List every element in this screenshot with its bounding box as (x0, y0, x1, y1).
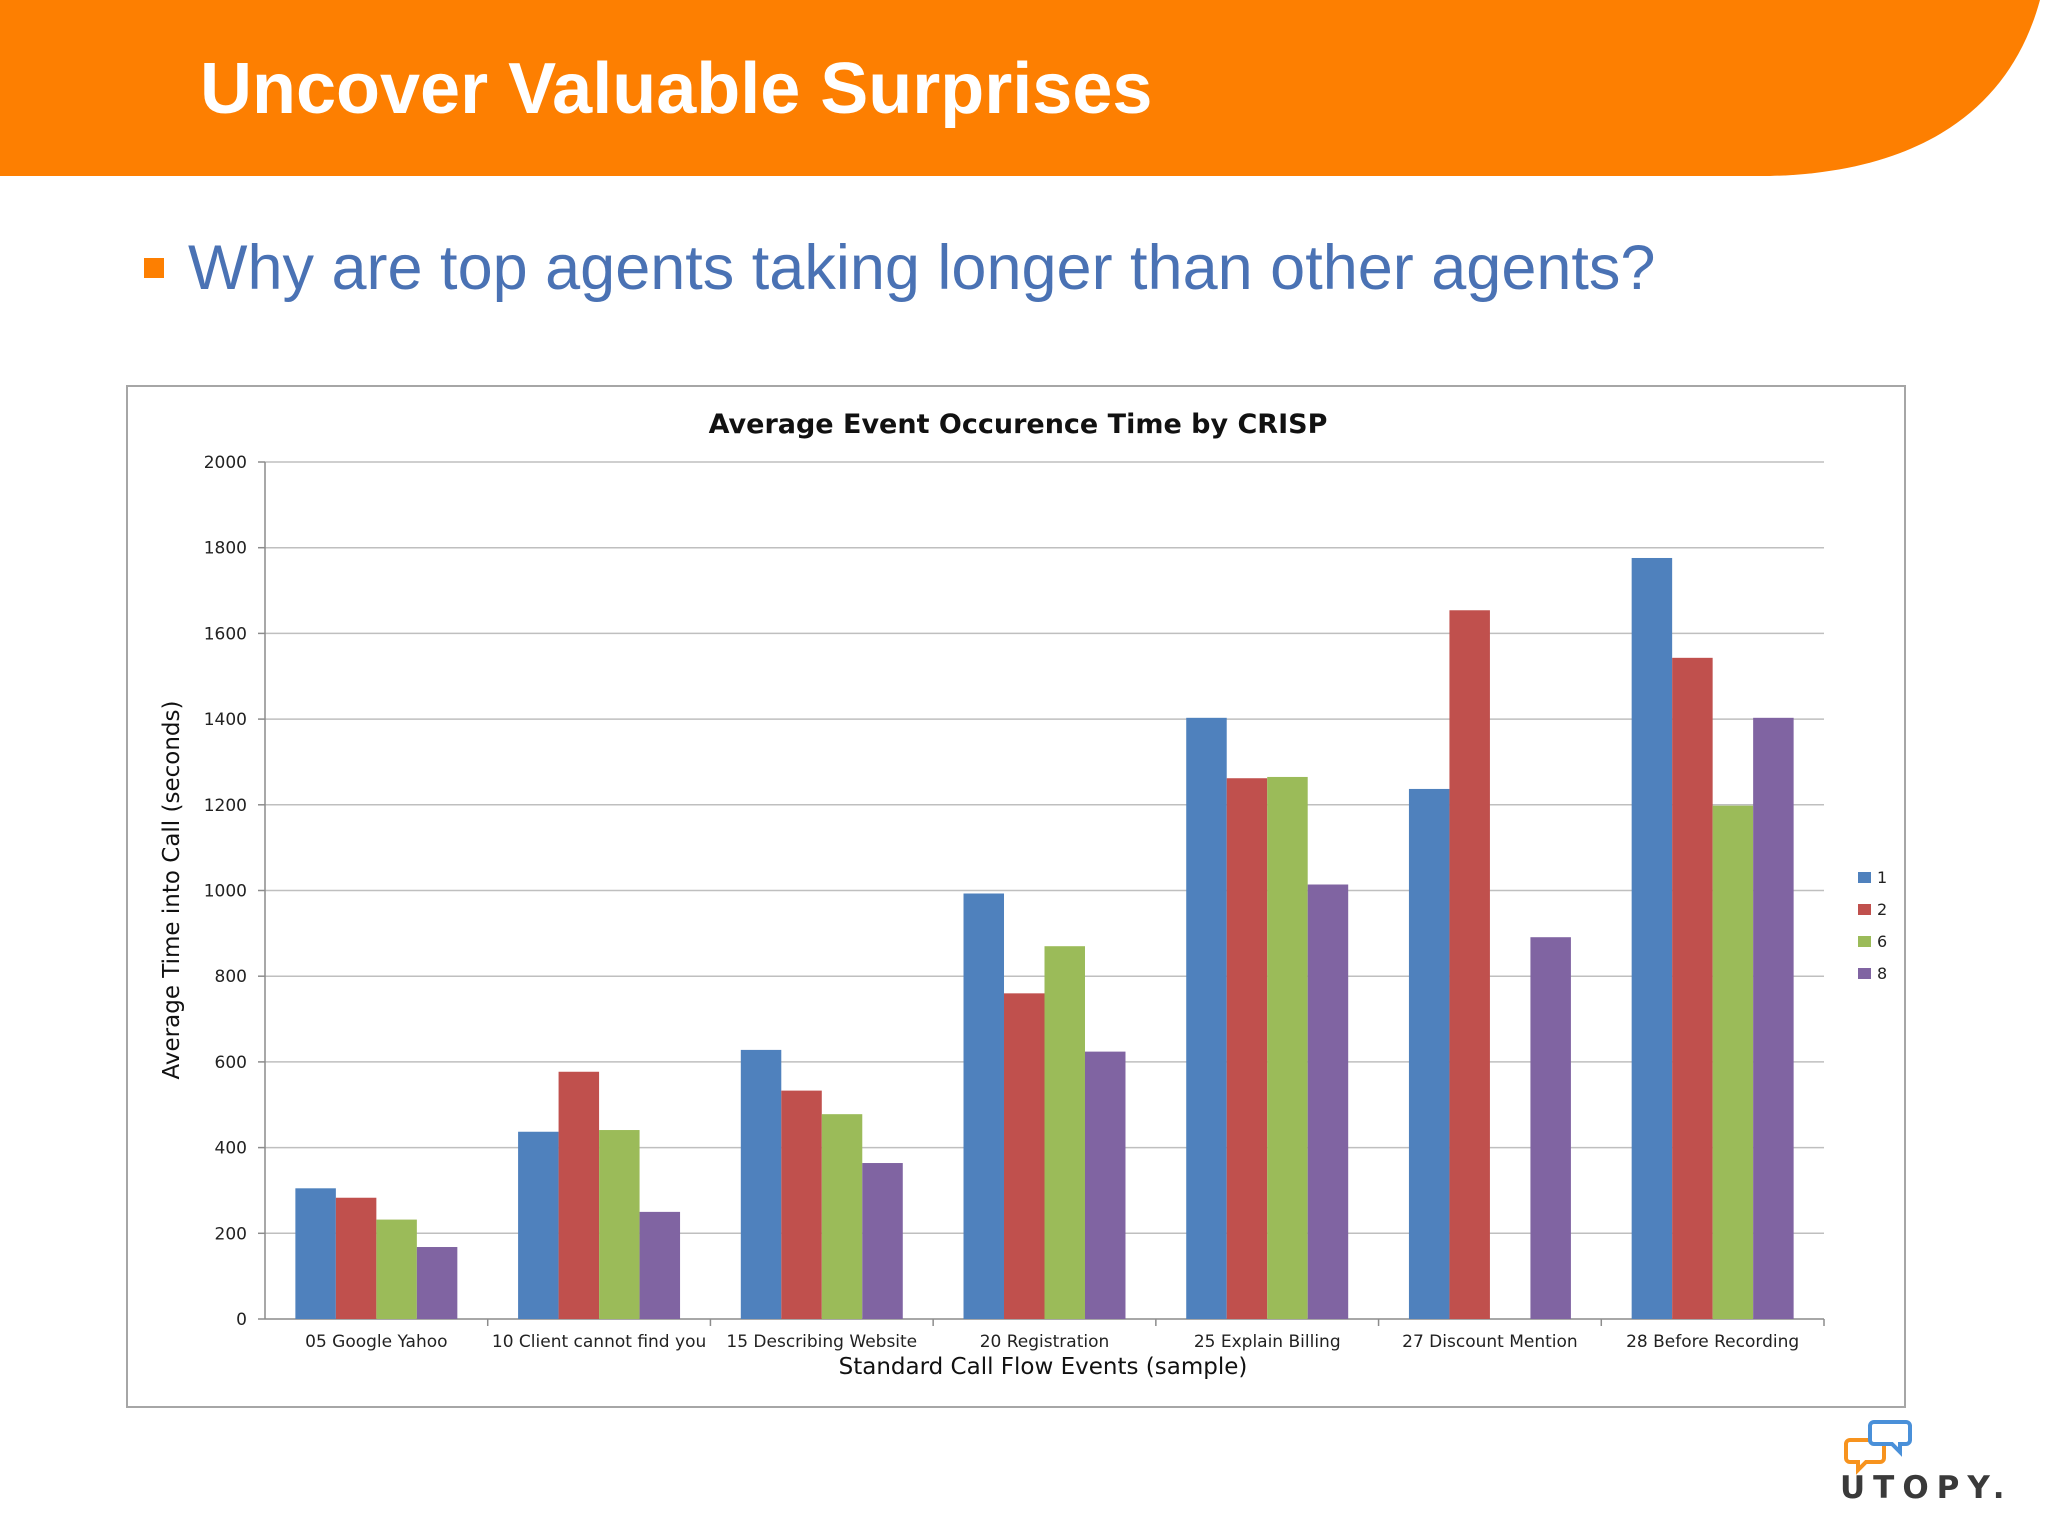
y-tick-label: 1400 (204, 710, 247, 730)
y-tick-label: 800 (215, 967, 247, 987)
legend: 1 2 6 8 (1858, 868, 1887, 983)
bar-series-2-cat-4 (1226, 778, 1268, 1319)
y-tick-label: 1800 (204, 539, 247, 559)
bar-series-8-cat-6 (1753, 717, 1794, 1319)
slide-title: Uncover Valuable Surprises (200, 49, 1153, 129)
x-tick-label: 15 Describing Website (726, 1332, 917, 1352)
x-tick-label: 20 Registration (980, 1332, 1110, 1352)
y-axis-title: Average Time into Call (seconds) (159, 701, 185, 1080)
y-tick-label: 0 (236, 1310, 247, 1330)
y-tick-label: 200 (215, 1224, 247, 1244)
y-tick-label: 1000 (204, 882, 247, 902)
bar-series-6-cat-4 (1267, 776, 1308, 1319)
bar-series-8-cat-5 (1530, 937, 1571, 1319)
chart-title: Average Event Occurence Time by CRISP (709, 409, 1328, 440)
logo-wordmark: UTOPY. (1840, 1470, 2013, 1506)
x-tick-label: 25 Explain Billing (1194, 1332, 1341, 1352)
legend-swatch-8 (1858, 968, 1871, 979)
x-axis-title: Standard Call Flow Events (sample) (839, 1354, 1248, 1380)
x-tick-label: 28 Before Recording (1626, 1332, 1799, 1352)
bar-series-6-cat-2 (821, 1114, 863, 1319)
title-banner: Uncover Valuable Surprises (0, 0, 2048, 178)
banner-shape (0, 0, 2040, 176)
bar-chart: Average Event Occurence Time by CRISP 0 2… (159, 409, 1887, 1380)
bar-series-8-cat-1 (639, 1211, 681, 1319)
bar-series-6-cat-1 (599, 1130, 640, 1319)
bar-series-2-cat-2 (781, 1090, 822, 1319)
utopy-logo-icon (1844, 1420, 1912, 1475)
y-tick-label: 1600 (204, 624, 247, 644)
bar-series-1-cat-4 (1186, 717, 1227, 1319)
bar-series-1-cat-1 (518, 1131, 559, 1319)
chart-frame: Average Event Occurence Time by CRISP 0 2… (126, 385, 1906, 1408)
bar-series-2-cat-0 (335, 1197, 377, 1319)
y-tick-label: 600 (215, 1053, 247, 1073)
legend-label-6: 6 (1877, 932, 1887, 951)
legend-label-2: 2 (1877, 900, 1887, 919)
bar-series-2-cat-5 (1449, 610, 1490, 1319)
x-tick-label: 10 Client cannot find you (492, 1332, 706, 1352)
bullet-square-icon (144, 258, 164, 278)
bar-series-8-cat-3 (1084, 1051, 1126, 1319)
legend-label-8: 8 (1877, 964, 1887, 983)
bar-series-2-cat-3 (1004, 993, 1045, 1319)
bullet-text: Why are top agents taking longer than ot… (188, 233, 1656, 303)
bar-series-1-cat-5 (1408, 788, 1450, 1319)
bar-series-8-cat-4 (1307, 884, 1349, 1319)
legend-swatch-6 (1858, 936, 1871, 947)
bar-series-6-cat-0 (376, 1219, 417, 1319)
y-tick-label: 2000 (204, 453, 247, 473)
y-tick-label: 1200 (204, 796, 247, 816)
bar-series-8-cat-0 (416, 1247, 458, 1319)
bar-series-2-cat-6 (1672, 657, 1713, 1319)
bar-series-1-cat-6 (1631, 557, 1673, 1319)
bar-series-1-cat-3 (963, 893, 1005, 1319)
bar-series-8-cat-2 (862, 1163, 903, 1319)
tick-labels: 0 200 400 600 800 1000 1200 1400 1600 1800 2000 05 … (204, 453, 1799, 1352)
x-tick-label: 27 Discount Mention (1402, 1332, 1578, 1352)
bar-series-2-cat-1 (558, 1071, 600, 1319)
bar-series-6-cat-6 (1712, 805, 1754, 1319)
bar-series-1-cat-2 (740, 1049, 782, 1319)
legend-label-1: 1 (1877, 868, 1887, 887)
legend-swatch-1 (1858, 872, 1871, 883)
bar-series-6-cat-3 (1044, 946, 1085, 1319)
y-tick-label: 400 (215, 1139, 247, 1159)
bars (295, 557, 1794, 1319)
x-tick-label: 05 Google Yahoo (305, 1332, 447, 1352)
legend-swatch-2 (1858, 904, 1871, 915)
bar-series-1-cat-0 (295, 1188, 336, 1319)
